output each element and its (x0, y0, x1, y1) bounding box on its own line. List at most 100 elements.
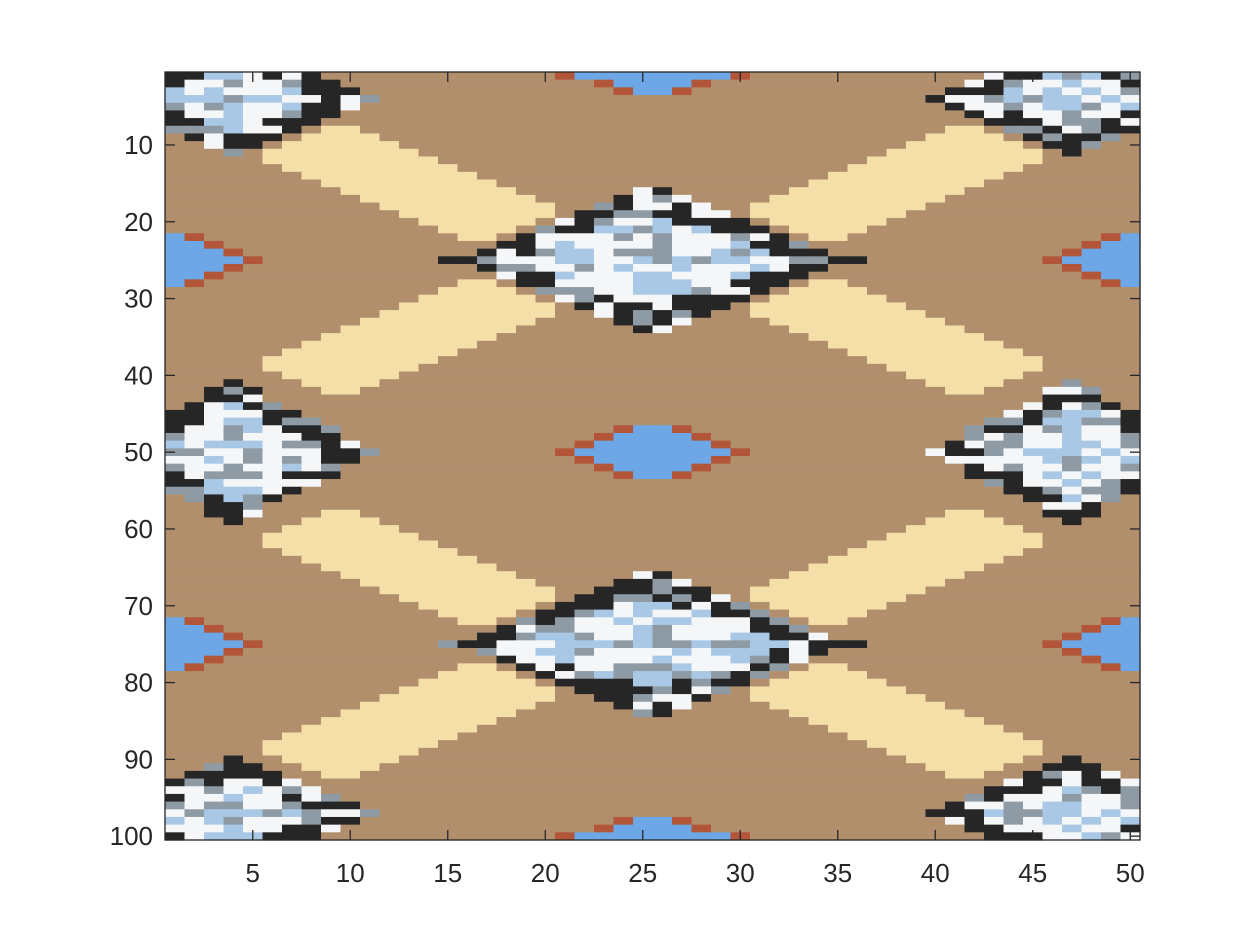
heatmap-cell (1042, 586, 1063, 595)
heatmap-cell (964, 594, 985, 603)
heatmap-cell (321, 95, 342, 104)
heatmap-cell (438, 594, 459, 603)
heatmap-cell (847, 279, 868, 288)
heatmap-cell (340, 778, 361, 787)
heatmap-cell (204, 171, 225, 181)
heatmap-cell (262, 279, 283, 288)
heatmap-cell (301, 256, 322, 265)
heatmap-cell (204, 440, 225, 449)
heatmap-cell (1101, 271, 1122, 280)
heatmap-cell (964, 87, 985, 96)
heatmap-cell (535, 287, 556, 296)
heatmap-cell (867, 578, 888, 588)
heatmap-cell (828, 348, 849, 357)
heatmap-cell (340, 671, 361, 680)
heatmap-cell (672, 233, 693, 242)
heatmap-cell (243, 740, 264, 749)
heatmap-cell (399, 609, 420, 618)
heatmap-cell (262, 379, 283, 388)
heatmap-cell (828, 740, 849, 749)
heatmap-cell (691, 778, 712, 787)
heatmap-cell (925, 302, 946, 311)
heatmap-cell (457, 448, 478, 457)
heatmap-cell (769, 279, 790, 288)
heatmap-cell (223, 732, 244, 741)
heatmap-cell (399, 517, 420, 526)
heatmap-cell (984, 110, 1005, 119)
heatmap-cell (828, 532, 849, 542)
heatmap-cell (496, 648, 517, 657)
heatmap-cell (496, 632, 517, 641)
heatmap-cell (1101, 717, 1122, 726)
heatmap-cell (555, 548, 576, 557)
heatmap-cell (516, 624, 537, 634)
heatmap-cell (223, 479, 244, 488)
heatmap-cell (379, 310, 400, 319)
heatmap-cell (574, 356, 595, 365)
heatmap-cell (399, 532, 420, 542)
heatmap-cell (165, 816, 186, 826)
heatmap-cell (165, 287, 186, 296)
heatmap-cell (886, 740, 907, 749)
heatmap-cell (1042, 555, 1063, 565)
heatmap-cell (243, 601, 264, 611)
heatmap-cell (847, 586, 868, 595)
heatmap-cell (516, 694, 537, 703)
heatmap-cell (711, 532, 732, 542)
heatmap-cell (730, 624, 751, 634)
heatmap-cell (535, 340, 556, 350)
heatmap-cell (457, 171, 478, 181)
heatmap-cell (165, 778, 186, 787)
heatmap-cell (243, 340, 264, 350)
heatmap-cell (379, 609, 400, 618)
heatmap-cell (1062, 202, 1083, 211)
heatmap-cell (262, 747, 283, 757)
heatmap-cell (418, 248, 439, 257)
heatmap-cell (613, 578, 634, 588)
heatmap-cell (711, 732, 732, 741)
heatmap-cell (730, 187, 751, 196)
heatmap-cell (1003, 801, 1024, 810)
heatmap-cell (633, 171, 654, 181)
heatmap-cell (438, 548, 459, 557)
heatmap-cell (886, 517, 907, 526)
heatmap-cell (789, 194, 810, 204)
heatmap-cell (847, 678, 868, 687)
heatmap-cell (984, 509, 1005, 519)
heatmap-cell (282, 801, 303, 810)
heatmap-cell (223, 517, 244, 526)
heatmap-cell (340, 202, 361, 211)
heatmap-cell (204, 271, 225, 280)
heatmap-cell (321, 271, 342, 280)
heatmap-cell (633, 801, 654, 810)
heatmap-cell (184, 770, 205, 780)
heatmap-cell (1062, 333, 1083, 342)
heatmap-cell (1120, 809, 1141, 818)
heatmap-cell (672, 95, 693, 104)
heatmap-cell (867, 225, 888, 234)
heatmap-cell (457, 240, 478, 250)
heatmap-cell (828, 770, 849, 780)
heatmap-cell (1003, 256, 1024, 265)
heatmap-cell (691, 793, 712, 803)
heatmap-cell (1042, 770, 1063, 780)
heatmap-cell (672, 517, 693, 526)
heatmap-cell (496, 240, 517, 250)
heatmap-cell (1120, 502, 1141, 511)
heatmap-cell (262, 217, 283, 227)
heatmap-cell (360, 663, 381, 672)
heatmap-cell (399, 402, 420, 411)
heatmap-cell (672, 171, 693, 181)
heatmap-cell (535, 479, 556, 488)
heatmap-cell (867, 356, 888, 365)
heatmap-cell (243, 279, 264, 288)
heatmap-cell (477, 394, 498, 403)
heatmap-cell (262, 233, 283, 242)
heatmap-cell (340, 793, 361, 803)
heatmap-cell (282, 793, 303, 803)
heatmap-cell (496, 225, 517, 234)
heatmap-cell (925, 816, 946, 826)
heatmap-cell (340, 525, 361, 534)
heatmap-cell (223, 786, 244, 795)
heatmap-cell (516, 479, 537, 488)
